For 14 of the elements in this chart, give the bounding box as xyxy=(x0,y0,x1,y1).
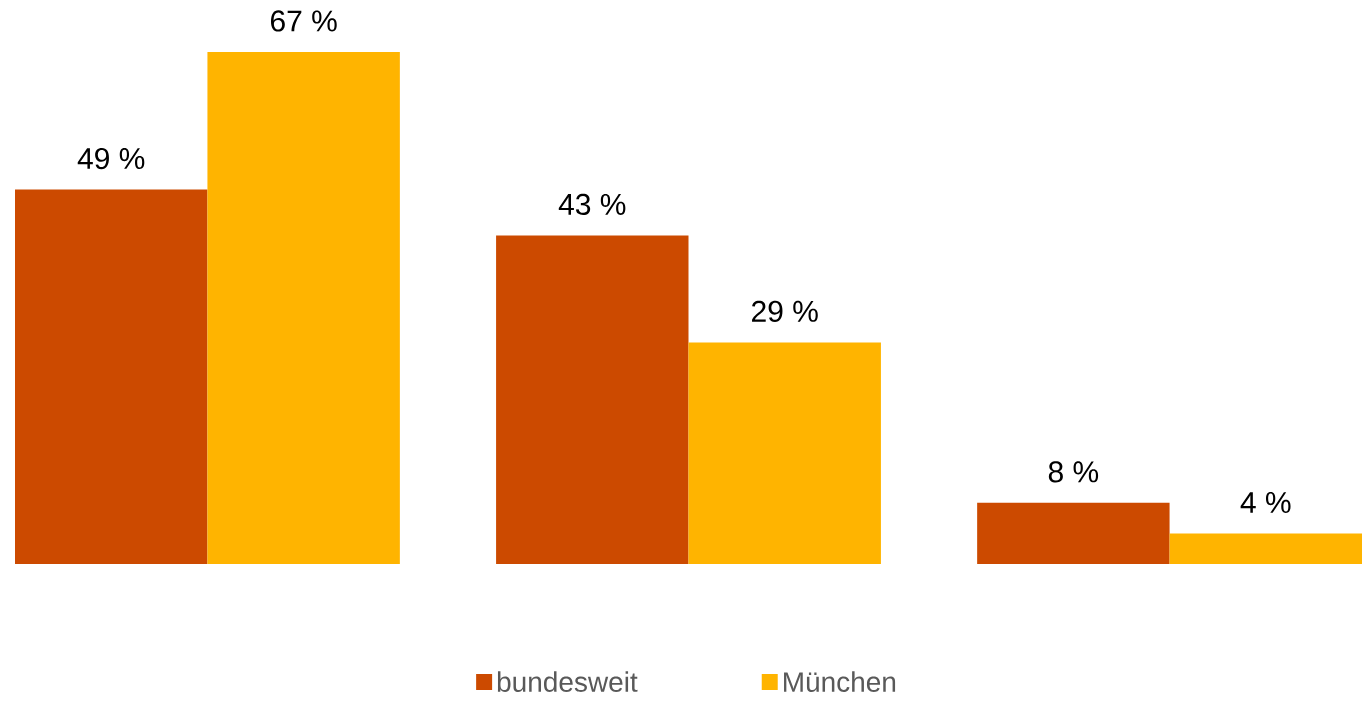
bar xyxy=(15,189,208,565)
data-label: 4 % xyxy=(1240,492,1291,514)
data-label: 29 % xyxy=(752,300,818,323)
bar xyxy=(1169,533,1363,565)
bar xyxy=(688,342,881,565)
bar xyxy=(496,235,689,565)
bar xyxy=(977,503,1170,565)
data-label: 67 % xyxy=(270,10,337,32)
data-label: 8 % xyxy=(1048,461,1099,483)
data-label: 49 % xyxy=(77,148,145,170)
legend-label: bundesweit xyxy=(497,671,638,693)
legend-label: München xyxy=(784,671,896,693)
bar xyxy=(207,52,400,565)
data-label: 43 % xyxy=(558,193,626,216)
